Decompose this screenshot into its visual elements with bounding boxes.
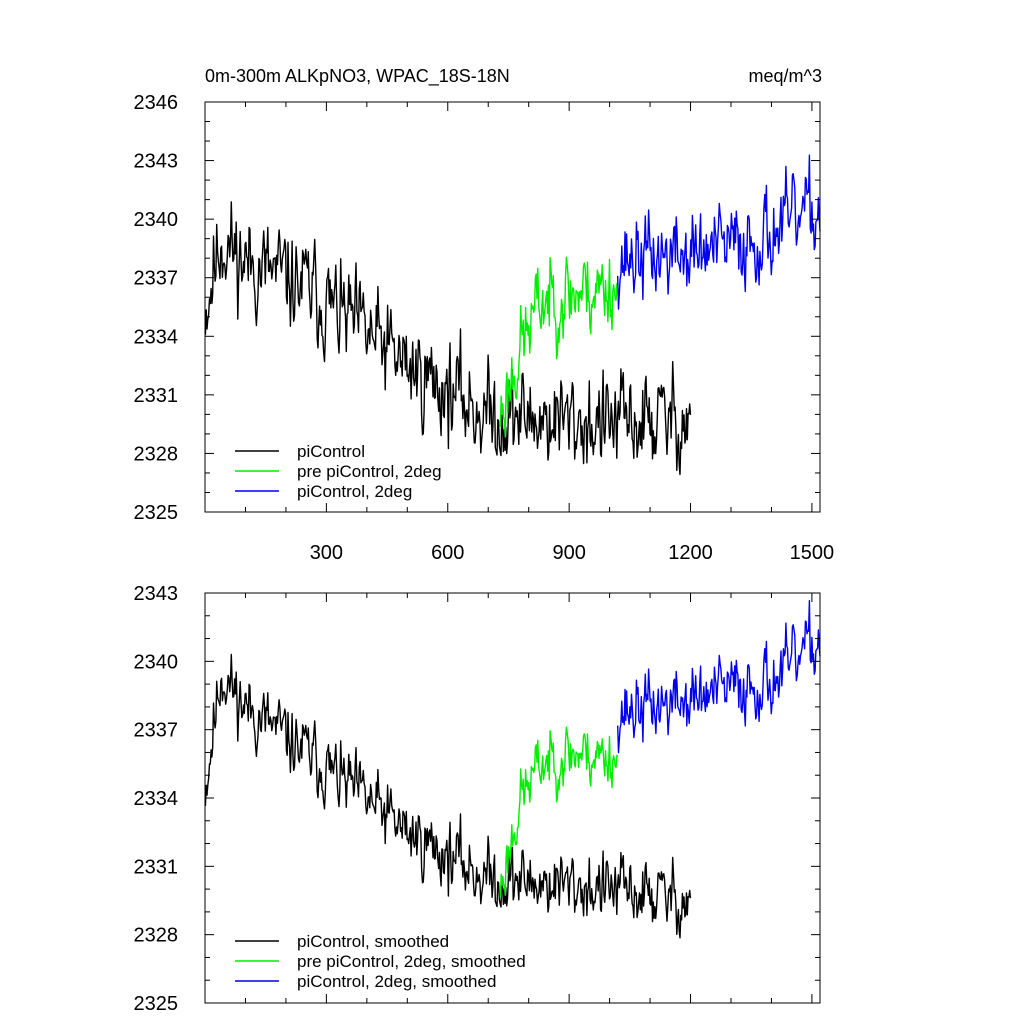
legend-label-pre-picontrol-2deg: pre piControl, 2deg bbox=[297, 462, 442, 481]
legend-label-picontrol-smoothed: piControl, smoothed bbox=[297, 932, 449, 951]
legend-label-picontrol: piControl bbox=[297, 442, 365, 461]
x-tick-label: 1500 bbox=[790, 542, 835, 564]
y-tick-label: 2331 bbox=[134, 856, 179, 878]
ticks-group: 2325 2328 2331 2334 2337 2340 2343 bbox=[134, 583, 820, 1015]
ticks-group: 300 600 900 1200 1500 2325 2328 2331 2334 2337 234… bbox=[134, 92, 835, 564]
bottom-panel: 2325 2328 2331 2334 2337 2340 2343 piControl, … bbox=[134, 583, 821, 1015]
chart-title: 0m-300m ALKpNO3, WPAC_18S-18N bbox=[205, 66, 510, 87]
legend-label-pre-picontrol-2deg-smoothed: pre piControl, 2deg, smoothed bbox=[297, 952, 526, 971]
legend: piControl, smoothed pre piControl, 2deg,… bbox=[235, 932, 526, 991]
series-line-1 bbox=[499, 256, 619, 438]
series-group bbox=[204, 154, 821, 476]
y-tick-label: 2334 bbox=[134, 326, 179, 348]
y-tick-label: 2343 bbox=[134, 583, 179, 605]
y-tick-label: 2340 bbox=[134, 651, 179, 673]
series-group bbox=[204, 600, 821, 939]
y-tick-label: 2340 bbox=[134, 209, 179, 231]
y-tick-label: 2337 bbox=[134, 720, 179, 742]
y-tick-label: 2334 bbox=[134, 788, 179, 810]
y-tick-label: 2337 bbox=[134, 268, 179, 290]
series-line-2 bbox=[617, 600, 821, 754]
y-tick-label: 2325 bbox=[134, 502, 179, 524]
x-tick-label: 300 bbox=[310, 542, 343, 564]
series-line-1 bbox=[499, 726, 619, 898]
plot-frame bbox=[204, 101, 821, 513]
legend-label-picontrol-2deg: piControl, 2deg bbox=[297, 482, 412, 501]
series-line-0 bbox=[204, 201, 692, 476]
y-tick-label: 2328 bbox=[134, 925, 179, 947]
y-tick-label: 2343 bbox=[134, 151, 179, 173]
legend-label-picontrol-2deg-smoothed: piControl, 2deg, smoothed bbox=[297, 972, 496, 991]
x-tick-label: 1200 bbox=[668, 542, 713, 564]
units-label: meq/m^3 bbox=[749, 66, 822, 86]
y-tick-label: 2325 bbox=[134, 993, 179, 1015]
series-line-2 bbox=[617, 154, 821, 310]
x-tick-label: 600 bbox=[431, 542, 464, 564]
top-panel: 0m-300m ALKpNO3, WPAC_18S-18N meq/m^3 30… bbox=[134, 66, 835, 564]
legend: piControl pre piControl, 2deg piControl,… bbox=[235, 442, 442, 501]
y-tick-label: 2331 bbox=[134, 385, 179, 407]
y-tick-label: 2328 bbox=[134, 443, 179, 465]
series-line-0 bbox=[204, 653, 692, 939]
x-tick-label: 900 bbox=[552, 542, 585, 564]
y-tick-label: 2346 bbox=[134, 92, 179, 114]
